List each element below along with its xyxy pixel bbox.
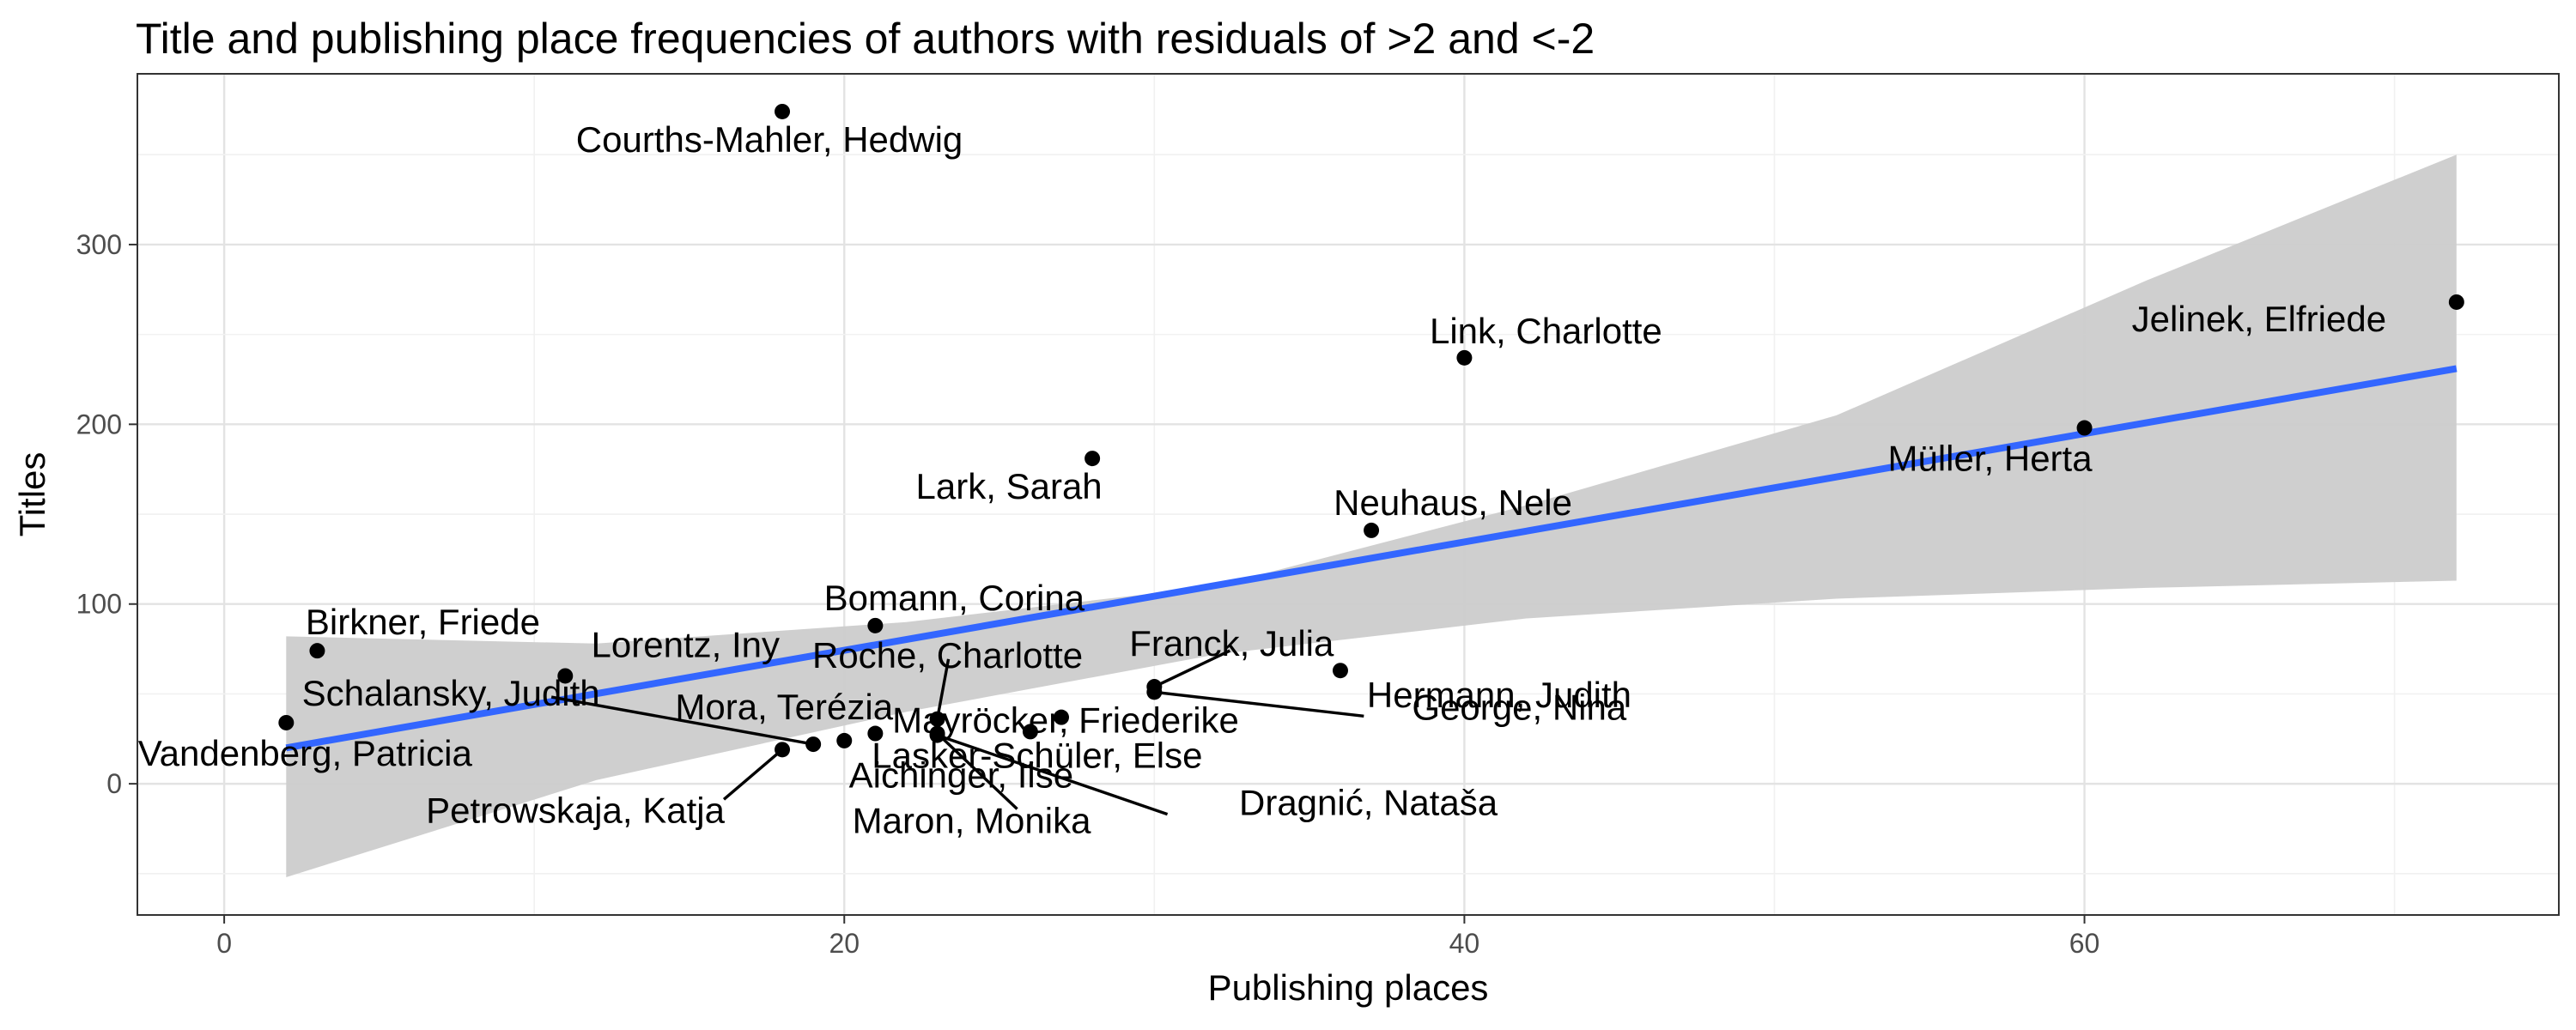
data-point — [1146, 684, 1163, 700]
data-points — [278, 103, 2464, 758]
data-point — [2448, 294, 2464, 310]
data-point — [867, 617, 884, 633]
data-point-label: Aichinger, Ilse — [849, 755, 1073, 796]
data-point — [1084, 451, 1101, 467]
label-leader-line — [550, 695, 814, 746]
label-leader-line — [722, 748, 784, 801]
fit-line-layer — [285, 365, 2458, 752]
data-point-label: Mora, Terézia — [675, 687, 893, 727]
data-point-label: Neuhaus, Nele — [1334, 482, 1572, 523]
data-point — [805, 736, 822, 753]
y-tick-label: 200 — [76, 409, 122, 439]
x-tick-label: 0 — [216, 928, 232, 959]
data-point-label: Bomann, Corina — [824, 578, 1085, 618]
label-leader-line — [936, 732, 1018, 810]
data-point-label: Birkner, Friede — [306, 602, 540, 642]
data-point-labels: Courths-Mahler, Hedwig Jelinek, Elfriede L… — [138, 119, 2386, 841]
label-leader-line — [937, 733, 1169, 816]
y-tick-label: 300 — [76, 229, 122, 260]
y-tick-label: 100 — [76, 589, 122, 620]
x-axis-title: Publishing places — [1208, 967, 1489, 1008]
data-point-label: Courths-Mahler, Hedwig — [576, 119, 963, 160]
x-tick-label: 20 — [829, 928, 860, 959]
x-tick-label: 60 — [2069, 928, 2100, 959]
confidence-band — [286, 154, 2457, 877]
data-point — [775, 742, 791, 758]
data-point — [929, 711, 945, 727]
grid-lines — [137, 74, 2559, 915]
data-point — [929, 727, 945, 743]
data-point-label: Petrowskaja, Katja — [426, 790, 725, 830]
data-point-label: George, Nina — [1412, 687, 1626, 727]
chart-title: Title and publishing place frequencies o… — [136, 15, 1595, 63]
data-point-label: Lasker-Schüler, Else — [872, 735, 1202, 775]
label-leader-line — [935, 658, 951, 720]
data-point — [557, 668, 574, 684]
y-tick-label: 0 — [106, 768, 122, 799]
data-point-label: Franck, Julia — [1129, 623, 1334, 663]
data-point — [1022, 724, 1038, 740]
data-point — [1054, 709, 1070, 725]
data-point-label: Lark, Sarah — [916, 466, 1103, 506]
x-axis: 0 20 40 60 — [216, 915, 2099, 959]
label-leader-line — [1154, 690, 1364, 718]
data-point — [836, 732, 853, 748]
data-point — [2076, 420, 2093, 436]
data-point — [1456, 349, 1473, 366]
y-axis: 0 100 200 300 — [76, 229, 137, 799]
data-point — [278, 714, 295, 730]
data-point-label: Schalansky, Judith — [302, 673, 600, 713]
data-point-label: Roche, Charlotte — [812, 635, 1083, 676]
data-point-label: Mayröcker, Friederike — [892, 700, 1239, 741]
data-point — [867, 725, 884, 742]
label-leader-lines — [550, 649, 1364, 816]
data-point-label: Dragnić, Nataša — [1239, 783, 1498, 823]
confidence-band-layer — [286, 154, 2457, 877]
data-point-label: Link, Charlotte — [1430, 311, 1662, 351]
data-point-label: Maron, Monika — [853, 801, 1091, 841]
data-point — [775, 103, 791, 119]
data-point-label: Lorentz, Iny — [592, 624, 780, 664]
data-point-label: Vandenberg, Patricia — [138, 733, 473, 773]
data-point-label: Hermann, Judith — [1367, 675, 1631, 715]
data-point-label: Jelinek, Elfriede — [2132, 299, 2386, 339]
data-point — [309, 643, 325, 659]
y-axis-title: Titles — [12, 452, 52, 537]
data-point — [1364, 522, 1380, 538]
data-point — [1332, 663, 1348, 679]
plot-panel-border — [137, 73, 2560, 916]
x-tick-label: 40 — [1449, 928, 1480, 959]
regression-line — [285, 365, 2458, 752]
label-leader-line — [1153, 649, 1231, 688]
data-point-label: Müller, Herta — [1888, 439, 2093, 479]
